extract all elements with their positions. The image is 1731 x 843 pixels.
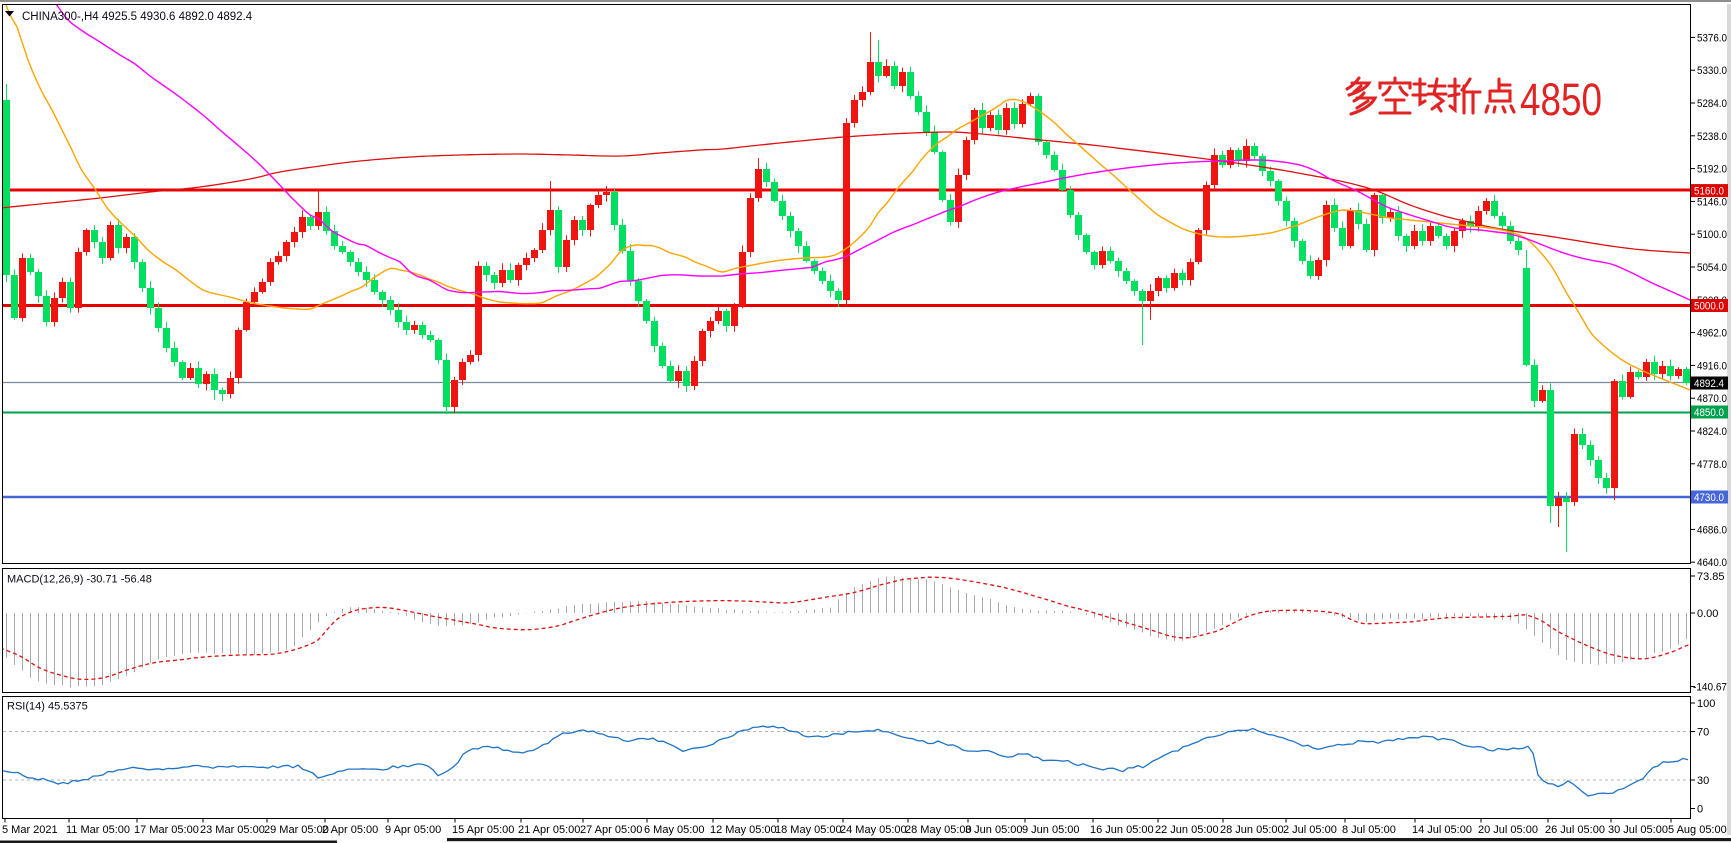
svg-text:5000.0: 5000.0 xyxy=(1694,301,1724,313)
svg-text:2 Jul 05:00: 2 Jul 05:00 xyxy=(1283,824,1337,836)
svg-text:26 Jul 05:00: 26 Jul 05:00 xyxy=(1545,824,1605,836)
svg-text:5238.0: 5238.0 xyxy=(1697,131,1727,143)
svg-text:4962.0: 4962.0 xyxy=(1697,328,1727,340)
svg-text:12 May 05:00: 12 May 05:00 xyxy=(710,824,777,836)
svg-text:9 Jun 05:00: 9 Jun 05:00 xyxy=(1022,824,1080,836)
svg-text:6 May 05:00: 6 May 05:00 xyxy=(644,824,705,836)
svg-text:18 May 05:00: 18 May 05:00 xyxy=(775,824,842,836)
svg-text:11 Mar 05:00: 11 Mar 05:00 xyxy=(66,824,130,836)
svg-text:3 Jun 05:00: 3 Jun 05:00 xyxy=(965,824,1023,836)
svg-text:5160.0: 5160.0 xyxy=(1694,186,1724,198)
svg-text:29 Mar 05:00: 29 Mar 05:00 xyxy=(264,824,329,836)
svg-text:RSI(14) 45.5375: RSI(14) 45.5375 xyxy=(7,701,88,713)
svg-text:8 Jul 05:00: 8 Jul 05:00 xyxy=(1342,824,1396,836)
svg-text:4870.0: 4870.0 xyxy=(1697,393,1727,405)
svg-text:22 Jun 05:00: 22 Jun 05:00 xyxy=(1155,824,1219,836)
svg-text:4892.4: 4892.4 xyxy=(1694,378,1724,390)
svg-text:30: 30 xyxy=(1697,775,1709,787)
svg-text:17 Mar 05:00: 17 Mar 05:00 xyxy=(134,824,199,836)
svg-text:21 Apr 05:00: 21 Apr 05:00 xyxy=(518,824,580,836)
svg-text:5284.0: 5284.0 xyxy=(1697,98,1727,110)
svg-text:9 Apr 05:00: 9 Apr 05:00 xyxy=(385,824,441,836)
svg-text:14 Jul 05:00: 14 Jul 05:00 xyxy=(1412,824,1472,836)
svg-text:4730.0: 4730.0 xyxy=(1694,492,1724,504)
svg-text:5 Aug 05:00: 5 Aug 05:00 xyxy=(1668,824,1727,836)
svg-text:0.00: 0.00 xyxy=(1697,608,1718,620)
svg-text:5192.0: 5192.0 xyxy=(1697,164,1727,176)
svg-text:4686.0: 4686.0 xyxy=(1697,524,1727,536)
svg-text:73.85: 73.85 xyxy=(1697,571,1725,583)
svg-text:16 Jun 05:00: 16 Jun 05:00 xyxy=(1090,824,1154,836)
svg-text:0: 0 xyxy=(1697,804,1703,816)
svg-text:15 Apr 05:00: 15 Apr 05:00 xyxy=(452,824,514,836)
svg-text:4640.0: 4640.0 xyxy=(1697,557,1727,569)
svg-text:23 Mar 05:00: 23 Mar 05:00 xyxy=(200,824,265,836)
svg-text:5376.0: 5376.0 xyxy=(1697,32,1727,44)
svg-text:24 May 05:00: 24 May 05:00 xyxy=(840,824,907,836)
svg-text:-140.67: -140.67 xyxy=(1693,682,1727,694)
svg-text:MACD(12,26,9) -30.71 -56.48: MACD(12,26,9) -30.71 -56.48 xyxy=(7,574,152,586)
svg-text:4916.0: 4916.0 xyxy=(1697,360,1727,372)
svg-text:5100.0: 5100.0 xyxy=(1697,229,1727,241)
svg-text:4778.0: 4778.0 xyxy=(1697,459,1727,471)
svg-text:5330.0: 5330.0 xyxy=(1697,65,1727,77)
svg-text:20 Jul 05:00: 20 Jul 05:00 xyxy=(1478,824,1538,836)
svg-text:4824.0: 4824.0 xyxy=(1697,426,1727,438)
svg-text:5146.0: 5146.0 xyxy=(1697,196,1727,208)
svg-text:27 Apr 05:00: 27 Apr 05:00 xyxy=(580,824,642,836)
svg-text:28 May 05:00: 28 May 05:00 xyxy=(905,824,972,836)
svg-text:CHINA300-,H4 4925.5 4930.6 48: CHINA300-,H4 4925.5 4930.6 4892.0 4892.4 xyxy=(22,11,253,23)
svg-text:30 Jul 05:00: 30 Jul 05:00 xyxy=(1608,824,1668,836)
svg-text:100: 100 xyxy=(1697,698,1715,710)
svg-text:70: 70 xyxy=(1697,727,1709,739)
svg-text:5054.0: 5054.0 xyxy=(1697,262,1727,274)
svg-text:4850.0: 4850.0 xyxy=(1694,407,1724,419)
svg-text:4850: 4850 xyxy=(1520,74,1602,125)
svg-text:28 Jun 05:00: 28 Jun 05:00 xyxy=(1220,824,1284,836)
svg-text:2 Apr 05:00: 2 Apr 05:00 xyxy=(322,824,378,836)
svg-text:5 Mar 2021: 5 Mar 2021 xyxy=(2,824,58,836)
